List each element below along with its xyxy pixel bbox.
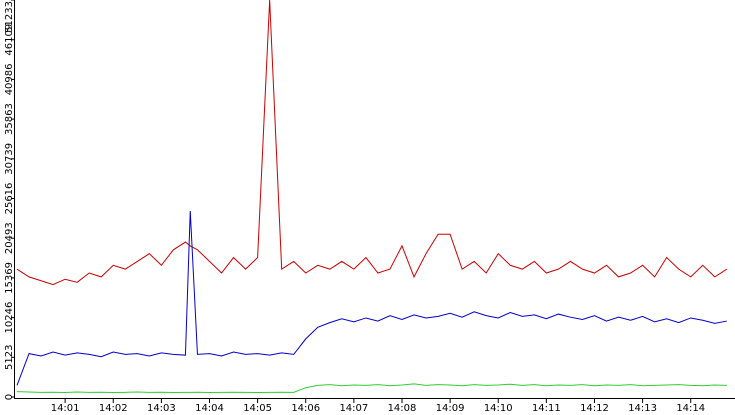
x-tick-label: 14:07 (339, 403, 368, 414)
y-tick-label: 10246 (4, 302, 15, 334)
x-tick-label: 14:05 (243, 403, 272, 414)
x-tick-label: 14:08 (388, 403, 417, 414)
x-tick-label: 14:01 (51, 403, 80, 414)
series-line (16, 211, 727, 386)
y-tick-label: 51233 (4, 1, 15, 33)
y-tick-label: 35863 (4, 103, 15, 135)
series-line (16, 383, 727, 394)
x-tick-label: 14:11 (532, 403, 561, 414)
y-tick-label: 5123 (4, 345, 15, 370)
y-tick-label: 15369 (4, 262, 15, 294)
series-line (16, 0, 728, 286)
y-tick-label: 25616 (4, 183, 15, 215)
x-tick-label: 14:04 (195, 403, 224, 414)
x-tick-label: 14:12 (580, 403, 609, 414)
x-tick-label: 14:09 (436, 403, 465, 414)
y-tick-label: 30739 (4, 143, 15, 175)
x-tick-label: 14:06 (291, 403, 320, 414)
x-tick-label: 14:13 (628, 403, 657, 414)
y-tick-label: 40986 (4, 63, 15, 95)
y-tick-label: 46109 (4, 24, 15, 56)
y-tick-label: 0 (4, 394, 15, 400)
y-tick-label: 20493 (4, 222, 15, 254)
x-tick-label: 14:03 (147, 403, 176, 414)
x-tick-label: 14:14 (676, 403, 705, 414)
x-tick-label: 14:02 (99, 403, 128, 414)
x-tick-label: 14:10 (484, 403, 513, 414)
